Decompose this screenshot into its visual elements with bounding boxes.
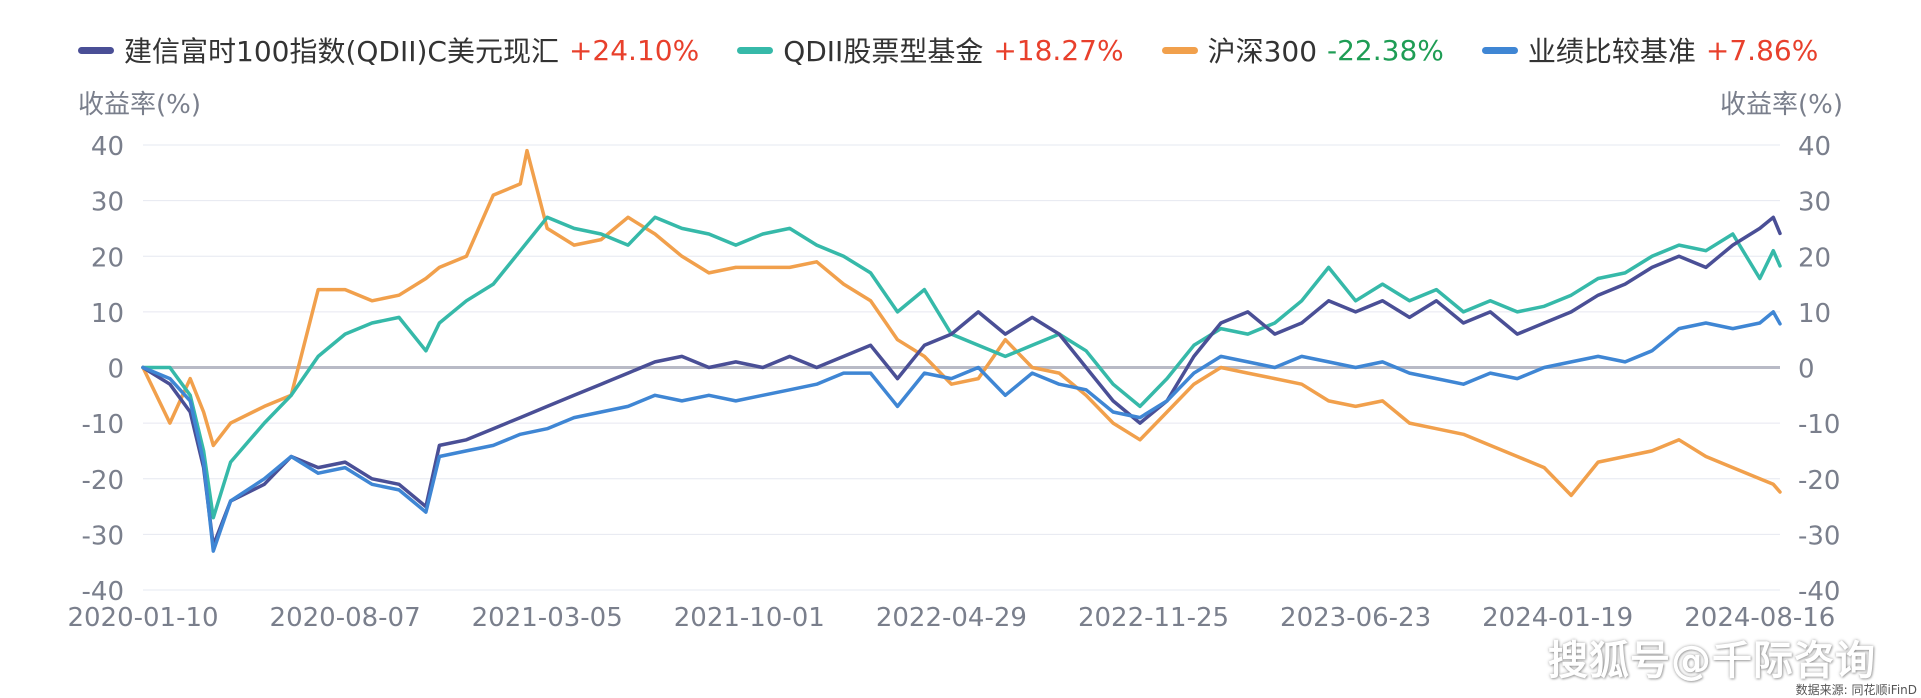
watermark: 搜狐号@千际咨询 xyxy=(1548,638,1876,684)
data-source: 数据来源: 同花顺iFinD xyxy=(1795,683,1917,697)
x-tick-label: 2024-01-19 xyxy=(1482,603,1633,633)
y-tick-label-right: 30 xyxy=(1798,188,1831,218)
y-tick-label-right: 20 xyxy=(1798,243,1831,273)
legend-label-qdii: QDII股票型基金 xyxy=(783,35,984,68)
legend-item-hs300[interactable]: 沪深300 -22.38% xyxy=(1161,30,1444,70)
x-tick-label: 2023-06-23 xyxy=(1280,603,1431,633)
y-tick-label-left: -20 xyxy=(82,466,124,496)
legend-item-benchmark[interactable]: 业绩比较基准 +7.86% xyxy=(1481,30,1819,70)
series-line-fund xyxy=(141,215,1782,548)
legend-label-benchmark: 业绩比较基准 xyxy=(1527,35,1696,68)
series-line-hs300 xyxy=(141,148,1782,498)
x-tick-label: 2022-11-25 xyxy=(1078,603,1229,633)
legend-item-fund[interactable]: 建信富时100指数(QDII)C美元现汇 +24.10% xyxy=(78,30,699,70)
legend-swatch-fund xyxy=(78,46,114,54)
legend-swatch-qdii xyxy=(737,46,774,54)
left-axis-title: 收益率(%) xyxy=(78,90,201,120)
legend-swatch-hs300 xyxy=(1161,46,1198,54)
x-tick-label: 2021-03-05 xyxy=(472,603,623,633)
y-tick-label-left: -40 xyxy=(82,577,124,607)
legend-value-qdii: +18.27% xyxy=(993,33,1124,67)
grid-layer xyxy=(143,144,1780,591)
y-tick-label-left: -30 xyxy=(82,521,124,551)
y-tick-label-right: -10 xyxy=(1798,410,1840,440)
tick-layer: 40 40 30 30 20 20 10 10 0 0 -10 -10 -20 -20 -30 -30 -40 -… xyxy=(67,132,1840,633)
legend-swatch-benchmark xyxy=(1481,46,1518,54)
y-tick-label-left: -10 xyxy=(82,410,124,440)
series-line-benchmark xyxy=(141,310,1782,553)
y-tick-label-left: 20 xyxy=(91,243,124,273)
series-layer xyxy=(141,148,1782,553)
legend-value-fund: +24.10% xyxy=(568,33,700,67)
legend-value-benchmark: +7.86% xyxy=(1705,33,1819,67)
y-tick-label-left: 30 xyxy=(91,188,124,218)
legend-item-qdii[interactable]: QDII股票型基金 +18.27% xyxy=(737,30,1124,70)
legend-label-fund: 建信富时100指数(QDII)C美元现汇 xyxy=(124,35,559,68)
y-tick-label-right: 40 xyxy=(1798,132,1831,162)
legend-label-hs300: 沪深300 xyxy=(1207,35,1318,68)
x-tick-label: 2024-08-16 xyxy=(1684,603,1835,633)
x-tick-label: 2020-01-10 xyxy=(67,603,218,633)
y-tick-label-right: -20 xyxy=(1798,466,1840,496)
legend: 建信富时100指数(QDII)C美元现汇 +24.10% QDII股票型基金 +… xyxy=(78,30,1856,70)
x-tick-label: 2022-04-29 xyxy=(876,603,1027,633)
y-tick-label-left: 10 xyxy=(91,299,124,329)
y-tick-label-right: -40 xyxy=(1798,577,1840,607)
y-tick-label-right: -30 xyxy=(1798,521,1840,551)
y-tick-label-left: 0 xyxy=(107,355,124,385)
legend-value-hs300: -22.38% xyxy=(1327,33,1444,67)
x-tick-label: 2021-10-01 xyxy=(674,603,825,633)
y-tick-label-right: 10 xyxy=(1798,299,1831,329)
y-tick-label-left: 40 xyxy=(91,132,124,162)
x-tick-label: 2020-08-07 xyxy=(270,603,421,633)
right-axis-title: 收益率(%) xyxy=(1720,90,1843,120)
y-tick-label-right: 0 xyxy=(1798,355,1815,385)
